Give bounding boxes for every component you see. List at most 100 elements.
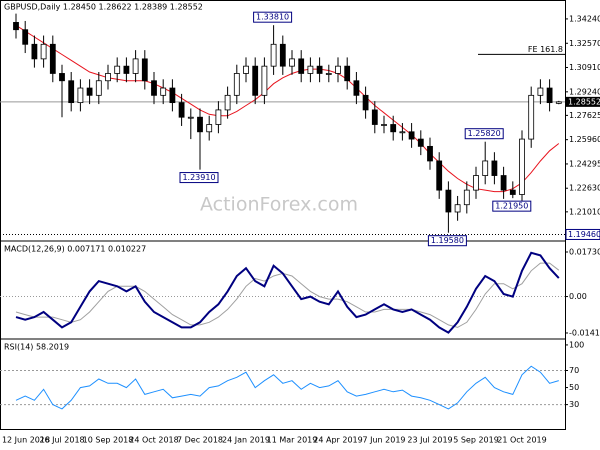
candle-body [86, 87, 93, 96]
macd-line [15, 251, 560, 334]
last-price-label: 1.28552 [568, 97, 600, 106]
candle-body [59, 73, 65, 82]
candle-body [473, 175, 479, 191]
candle-body [537, 87, 544, 96]
candle-body [123, 65, 130, 74]
candle-body [528, 94, 535, 140]
y-tick-label: 1.25960 [569, 135, 600, 144]
y-tick-label: 100 [569, 340, 584, 349]
x-tick-label: 5 Sep 2019 [453, 436, 499, 445]
y-tick-label: 1.21010 [569, 207, 600, 216]
candle-body [270, 43, 277, 67]
annotation-box [464, 128, 504, 140]
annotation-box [427, 235, 467, 247]
x-tick-label: 11 Mar 2019 [267, 436, 318, 445]
candle-body [307, 65, 314, 74]
support-box [565, 228, 600, 240]
candle-body [169, 87, 176, 104]
candle-body [491, 160, 498, 176]
candle-body [408, 131, 415, 140]
y-tick-label: 50 [569, 383, 579, 392]
annotation-label: 1.21950 [495, 202, 528, 211]
x-tick-label: 24 Apr 2019 [313, 436, 362, 445]
candle-body [325, 73, 332, 75]
x-tick-label: 21 Oct 2019 [497, 436, 546, 445]
candle-body [178, 102, 185, 118]
level-label: FE 161.8 [528, 45, 563, 54]
annotation-label: 1.25820 [468, 129, 501, 138]
candle-body [279, 43, 286, 67]
x-tick-label: 12 Jun 2018 [2, 436, 50, 445]
y-tick-label: 1.29240 [569, 87, 600, 96]
y-tick-label: -0.014148 [569, 328, 600, 337]
y-tick-label: 70 [569, 366, 579, 375]
y-tick-label: 1.32570 [569, 39, 600, 48]
candle-body [49, 43, 56, 74]
candle-body [344, 65, 351, 82]
x-tick-label: 7 Dec 2018 [177, 436, 223, 445]
candle-body [40, 43, 47, 60]
annotation-box [253, 11, 293, 23]
y-tick-label: 30 [569, 400, 579, 409]
x-tick-label: 23 Jul 2019 [407, 436, 452, 445]
candle-body [206, 124, 213, 133]
y-tick-label: 1.27625 [569, 111, 600, 120]
candle-body [13, 22, 19, 31]
signal-line [15, 262, 560, 328]
candle-body [22, 29, 29, 45]
candle-body [105, 73, 111, 82]
plot-frame [0, 0, 566, 430]
candle-body [151, 80, 157, 96]
candle-body [68, 80, 75, 104]
candle-body [445, 189, 452, 213]
chart-title: GBPUSD,Daily 1.28450 1.28622 1.28389 1.2… [4, 3, 203, 12]
candle-body [417, 138, 424, 147]
x-tick-label: 7 Jun 2019 [362, 436, 405, 445]
candle-body [509, 189, 516, 195]
candle-body [224, 94, 231, 111]
candle-body [215, 109, 222, 125]
candle-body [187, 116, 194, 119]
candle-body [95, 80, 102, 96]
candle-body [454, 204, 461, 213]
y-tick-label: 1.34240 [569, 14, 600, 23]
last-price-box [566, 96, 600, 107]
candle-body [132, 58, 139, 74]
y-tick-label: 1.24295 [569, 159, 600, 168]
candle-body [482, 160, 489, 176]
annotation-box [179, 172, 219, 184]
candle-body [197, 116, 203, 133]
y-tick-label: 0.00 [569, 292, 587, 301]
candle-body [335, 65, 341, 74]
candle-body [160, 87, 167, 96]
candle-body [252, 65, 259, 96]
candle-body [353, 80, 360, 96]
x-tick-label: 10 Sep 2018 [83, 436, 134, 445]
candle-body [289, 58, 295, 67]
candle-body [316, 65, 323, 74]
candle-body [141, 58, 148, 82]
watermark: ActionForex.com [200, 194, 358, 216]
candle-body [233, 73, 240, 96]
rsi-line [15, 365, 559, 410]
candle-body [77, 87, 84, 104]
candle-body [371, 109, 378, 125]
annotation-box [492, 200, 532, 212]
moving-average [15, 24, 560, 193]
y-tick-label: 1.22630 [569, 184, 600, 193]
candle-body [298, 58, 305, 74]
y-tick-label: 1.30910 [569, 63, 600, 72]
candle-body [381, 124, 387, 126]
candle-body [390, 124, 397, 133]
y-tick-label: 0.017302 [569, 248, 600, 257]
annotation-label: 1.19580 [431, 236, 464, 245]
rsi-title: RSI(14) 58.2019 [4, 343, 69, 352]
annotation-label: 1.33810 [256, 13, 289, 22]
candle-body [362, 94, 369, 111]
macd-title: MACD(12,26,9) 0.007171 0.010227 [4, 245, 146, 254]
candle-body [114, 65, 121, 74]
candle-body [399, 131, 406, 134]
support-label: 1.19460 [568, 230, 600, 239]
x-tick-label: 24 Oct 2018 [129, 436, 178, 445]
